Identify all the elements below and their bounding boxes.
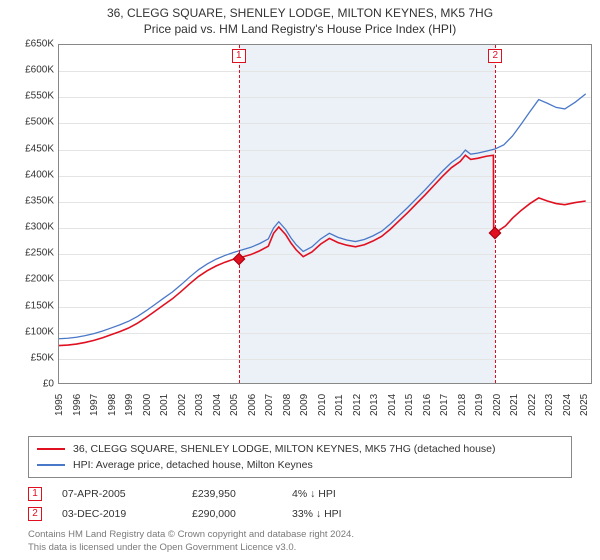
ytick-label: £500K <box>8 117 54 128</box>
series-hpi <box>59 94 586 339</box>
legend-label: 36, CLEGG SQUARE, SHENLEY LODGE, MILTON … <box>73 441 496 457</box>
sale-row: 2 03-DEC-2019 £290,000 33% ↓ HPI <box>28 504 572 524</box>
legend-box: 36, CLEGG SQUARE, SHENLEY LODGE, MILTON … <box>28 436 572 478</box>
xtick-label: 1996 <box>72 394 83 416</box>
sale-row: 1 07-APR-2005 £239,950 4% ↓ HPI <box>28 484 572 504</box>
sale-row-date: 07-APR-2005 <box>62 484 172 504</box>
legend-item: 36, CLEGG SQUARE, SHENLEY LODGE, MILTON … <box>37 441 563 457</box>
xtick-label: 2011 <box>334 394 345 416</box>
chart: £0 £50K £100K £150K £200K £250K £300K £350K £400… <box>8 44 592 404</box>
title-address: 36, CLEGG SQUARE, SHENLEY LODGE, MILTON … <box>0 6 600 20</box>
legend-swatch <box>37 464 65 466</box>
xtick-label: 2020 <box>492 394 503 416</box>
footer-attribution: Contains HM Land Registry data © Crown c… <box>28 528 572 554</box>
footer-line1: Contains HM Land Registry data © Crown c… <box>28 528 572 541</box>
xtick-label: 2013 <box>369 394 380 416</box>
xtick-label: 2015 <box>404 394 415 416</box>
ytick-label: £300K <box>8 222 54 233</box>
title-subtitle: Price paid vs. HM Land Registry's House … <box>0 22 600 36</box>
sale-marker-2: 2 <box>488 49 502 63</box>
legend-and-footer: 36, CLEGG SQUARE, SHENLEY LODGE, MILTON … <box>28 436 572 554</box>
legend-item: HPI: Average price, detached house, Milt… <box>37 457 563 473</box>
xtick-label: 2019 <box>474 394 485 416</box>
xtick-label: 2017 <box>439 394 450 416</box>
xtick-label: 2023 <box>544 394 555 416</box>
xtick-label: 2004 <box>212 394 223 416</box>
series-property <box>59 155 586 345</box>
ytick-label: £550K <box>8 91 54 102</box>
ytick-label: £400K <box>8 169 54 180</box>
xtick-label: 2024 <box>562 394 573 416</box>
xtick-label: 2005 <box>229 394 240 416</box>
xtick-label: 2010 <box>317 394 328 416</box>
y-axis: £0£50K£100K£150K£200K£250K£300K£350K£400… <box>8 44 56 384</box>
ytick-label: £650K <box>8 39 54 50</box>
legend-label: HPI: Average price, detached house, Milt… <box>73 457 313 473</box>
sale-row-price: £239,950 <box>192 484 272 504</box>
xtick-label: 1997 <box>89 394 100 416</box>
sale-row-marker: 2 <box>28 507 42 521</box>
ytick-label: £250K <box>8 248 54 259</box>
xtick-label: 2014 <box>387 394 398 416</box>
xtick-label: 2022 <box>527 394 538 416</box>
ytick-label: £200K <box>8 274 54 285</box>
xtick-label: 1999 <box>124 394 135 416</box>
sale-row-date: 03-DEC-2019 <box>62 504 172 524</box>
x-axis: 1995199619971998199920002001200220032004… <box>58 384 592 404</box>
plot-area: 12 <box>58 44 592 384</box>
sale-row-price: £290,000 <box>192 504 272 524</box>
ytick-label: £600K <box>8 65 54 76</box>
sale-marker-1: 1 <box>232 49 246 63</box>
ytick-label: £50K <box>8 352 54 363</box>
xtick-label: 1995 <box>54 394 65 416</box>
sale-divider <box>495 45 496 383</box>
ytick-label: £350K <box>8 195 54 206</box>
xtick-label: 2007 <box>264 394 275 416</box>
xtick-label: 2009 <box>299 394 310 416</box>
xtick-label: 2016 <box>422 394 433 416</box>
xtick-label: 2008 <box>282 394 293 416</box>
ytick-label: £450K <box>8 143 54 154</box>
xtick-label: 2018 <box>457 394 468 416</box>
xtick-label: 2001 <box>159 394 170 416</box>
xtick-label: 2012 <box>352 394 363 416</box>
ytick-label: £100K <box>8 326 54 337</box>
xtick-label: 2003 <box>194 394 205 416</box>
xtick-label: 2002 <box>177 394 188 416</box>
sale-row-marker: 1 <box>28 487 42 501</box>
xtick-label: 2021 <box>509 394 520 416</box>
sale-divider <box>239 45 240 383</box>
xtick-label: 2000 <box>142 394 153 416</box>
footer-line2: This data is licensed under the Open Gov… <box>28 541 572 554</box>
sales-table: 1 07-APR-2005 £239,950 4% ↓ HPI 2 03-DEC-2019… <box>28 484 572 524</box>
xtick-label: 2025 <box>579 394 590 416</box>
sale-row-diff: 4% ↓ HPI <box>292 484 392 504</box>
ytick-label: £150K <box>8 300 54 311</box>
ytick-label: £0 <box>8 379 54 390</box>
legend-swatch <box>37 448 65 450</box>
sale-row-diff: 33% ↓ HPI <box>292 504 392 524</box>
xtick-label: 1998 <box>107 394 118 416</box>
xtick-label: 2006 <box>247 394 258 416</box>
line-series <box>59 45 591 383</box>
